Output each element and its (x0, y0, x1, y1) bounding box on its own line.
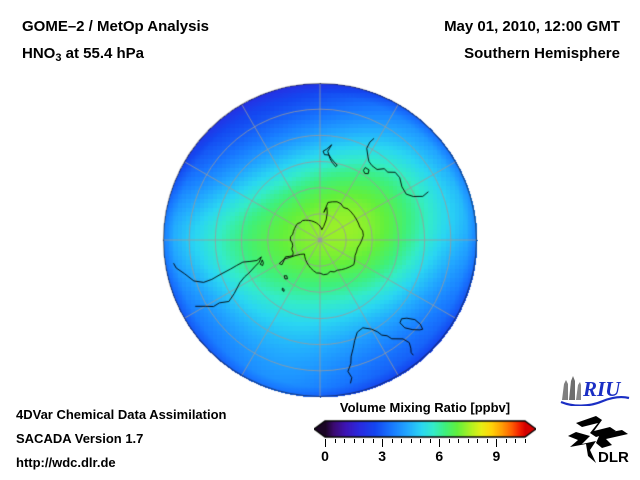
colorbar-minor-tick (505, 439, 507, 443)
colorbar-minor-tick (391, 439, 393, 443)
colorbar-minor-tick (525, 439, 526, 443)
colorbar-minor-tick (344, 439, 346, 443)
colorbar-minor-tick (429, 439, 431, 443)
species-title: HNO3 at 55.4 hPa (22, 40, 209, 72)
colorbar-tick-label: 6 (435, 448, 444, 464)
colorbar-minor-tick (486, 439, 488, 443)
colorbar-tick-label: 0 (321, 448, 329, 464)
colorbar-minor-tick (448, 439, 450, 443)
colorbar: Volume Mixing Ratio [ppbv] 0 3 6 9 (314, 400, 536, 467)
colorbar-minor-tick (410, 439, 412, 443)
credit-url: http://wdc.dlr.de (16, 455, 116, 470)
species-level: at 55.4 hPa (61, 45, 145, 62)
species-formula: HNO (22, 45, 56, 62)
riu-logo: RIU (560, 376, 630, 406)
colorbar-tick-labels: 0 3 6 9 (314, 447, 536, 467)
colorbar-title: Volume Mixing Ratio [ppbv] (339, 400, 511, 415)
riu-towers-icon (562, 376, 581, 400)
header-right: May 01, 2010, 12:00 GMT Southern Hemisph… (444, 13, 620, 67)
colorbar-minor-tick (334, 439, 336, 443)
species-subscript: 3 (55, 52, 62, 64)
colorbar-major-tick (325, 439, 326, 447)
colorbar-major-tick (439, 439, 441, 447)
colorbar-tick-label: 3 (378, 448, 387, 464)
riu-swoosh-icon (560, 395, 630, 406)
instrument-title: GOME–2 / MetOp Analysis (22, 18, 209, 35)
colorbar-minor-tick (353, 439, 355, 443)
colorbar-tick-label: 9 (492, 448, 501, 464)
credit-method: 4DVar Chemical Data Assimilation (16, 407, 227, 422)
header-left: GOME–2 / MetOp Analysis HNO3 at 55.4 hPa (22, 13, 209, 72)
datetime-label: May 01, 2010, 12:00 GMT (444, 18, 620, 35)
colorbar-gradient (314, 419, 536, 439)
colorbar-minor-tick (467, 439, 469, 443)
colorbar-major-tick (382, 439, 384, 447)
colorbar-minor-tick (477, 439, 479, 443)
footer-credits: 4DVar Chemical Data Assimilation SACADA … (16, 403, 227, 475)
colorbar-minor-tick (458, 439, 460, 443)
dlr-emblem-icon (568, 416, 628, 463)
region-label: Southern Hemisphere (464, 45, 620, 62)
colorbar-minor-tick (363, 439, 365, 443)
colorbar-ticks (314, 439, 536, 447)
colorbar-major-tick (496, 439, 498, 447)
colorbar-bar (314, 419, 536, 439)
colorbar-minor-tick (515, 439, 517, 443)
dlr-wordmark: DLR (598, 449, 629, 466)
dlr-logo: DLR (568, 416, 629, 466)
colorbar-minor-tick (420, 439, 422, 443)
credit-version: SACADA Version 1.7 (16, 431, 144, 446)
colorbar-minor-tick (372, 439, 374, 443)
polar-projection-map (162, 82, 478, 398)
colorbar-minor-tick (401, 439, 403, 443)
